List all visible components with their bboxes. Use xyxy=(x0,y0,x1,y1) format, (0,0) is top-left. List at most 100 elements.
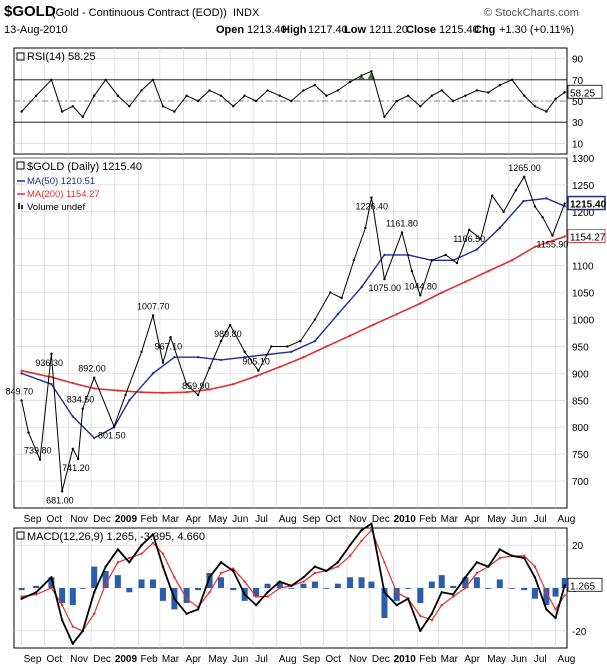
macd-point-25 xyxy=(313,565,317,568)
macd-point-8 xyxy=(116,548,120,551)
macd-signal-point-43 xyxy=(523,554,526,558)
macd-title-text: MACD(12,26,9) 1.265, -3.395, 4.660 xyxy=(27,531,205,543)
macd-signal-point-32 xyxy=(395,591,398,594)
macd-signal-point-7 xyxy=(104,582,107,585)
ma50-point-9 xyxy=(219,358,223,362)
macd-signal-point-22 xyxy=(278,586,282,590)
price-point-3 xyxy=(50,352,53,356)
instrument-name: (Gold - Continuous Contract (EOD)) xyxy=(52,7,227,19)
rsi-point-42 xyxy=(510,78,514,82)
ma200-legend-label: MA(200) 1154.27 xyxy=(27,189,100,200)
x-axis-top-label-9: Jun xyxy=(232,514,248,525)
rsi-point-29 xyxy=(360,74,363,77)
macd-histogram-bar-47 xyxy=(561,578,568,588)
y-tick-label-rsi-1: 30 xyxy=(572,118,584,129)
macd-histogram-bar-39 xyxy=(473,577,480,588)
ohlc-readout: Open 1213.40 High 1217.40 Low 1211.20 Cl… xyxy=(216,24,574,36)
y-tick-label-price-2: 800 xyxy=(572,423,589,434)
price-annotation-14: 1161.80 xyxy=(386,218,418,228)
rsi-point-3 xyxy=(60,110,64,113)
price-annotation-19: 1155.90 xyxy=(536,240,568,250)
price-point-33 xyxy=(410,269,414,273)
price-point-21 xyxy=(257,369,260,372)
macd-point-45 xyxy=(545,608,548,611)
price-point-23 xyxy=(286,345,289,348)
x-axis-bottom-label-2: Nov xyxy=(70,654,88,665)
macd-point-37 xyxy=(451,593,455,596)
y-tick-label-price-5: 950 xyxy=(572,342,589,353)
price-point-34 xyxy=(419,294,422,297)
macd-point-34 xyxy=(419,629,422,633)
macd-point-12 xyxy=(161,565,165,568)
price-legend-swatch xyxy=(16,161,25,170)
macd-signal-point-37 xyxy=(451,595,455,598)
ma50-point-1 xyxy=(50,382,53,386)
price-point-46 xyxy=(551,234,554,237)
price-point-43 xyxy=(523,175,526,179)
rsi-point-32 xyxy=(395,99,398,103)
ma50-point-5 xyxy=(128,399,131,402)
y-tick-label-price-1: 750 xyxy=(572,450,589,461)
price-point-26 xyxy=(329,291,332,294)
close-value: 1215.40 xyxy=(439,24,479,36)
macd-signal-point-18 xyxy=(232,567,235,570)
ma50-point-8 xyxy=(196,356,200,359)
x-axis-bottom-label-3: Dec xyxy=(93,654,111,665)
macd-point-44 xyxy=(533,576,537,579)
macd-point-2 xyxy=(50,576,53,579)
rsi-point-45 xyxy=(545,110,548,113)
macd-point-31 xyxy=(383,591,386,594)
price-point-22 xyxy=(270,345,273,348)
rsi-point-47 xyxy=(563,91,566,94)
macd-point-46 xyxy=(554,616,557,620)
y-tick-label-price-3: 850 xyxy=(572,396,589,407)
chg-value: +1.30 (+0.11%) xyxy=(499,24,574,36)
rsi-point-13 xyxy=(173,110,176,113)
macd-point-28 xyxy=(348,543,352,547)
price-point-37 xyxy=(455,261,459,265)
price-point-15 xyxy=(185,382,188,386)
x-axis-bottom-label-15: Dec xyxy=(372,654,390,665)
rsi-legend-swatch xyxy=(16,52,25,61)
price-point-24 xyxy=(299,339,302,343)
price-point-36 xyxy=(444,253,447,257)
macd-line xyxy=(21,522,566,645)
macd-histogram-bar-41 xyxy=(496,579,503,588)
rsi-point-33 xyxy=(406,94,410,97)
rsi-point-10 xyxy=(140,89,143,92)
rsi-point-7 xyxy=(104,78,107,82)
price-point-0 xyxy=(20,399,23,402)
macd-histogram-bar-7 xyxy=(102,570,109,588)
ma50-point-7 xyxy=(173,356,176,359)
x-axis-bottom-label-18: Mar xyxy=(441,654,459,665)
x-axis-bottom-label-21: Jun xyxy=(511,654,527,665)
macd-point-26 xyxy=(325,569,328,573)
macd-histogram-bar-29 xyxy=(358,577,365,588)
macd-signal-point-2 xyxy=(50,586,53,590)
macd-point-11 xyxy=(151,533,155,536)
rsi-point-31 xyxy=(383,115,386,119)
rsi-point-40 xyxy=(487,91,490,94)
ma200-point-19 xyxy=(464,280,467,284)
price-point-35 xyxy=(430,259,434,262)
macd-point-33 xyxy=(406,597,410,600)
y-tick-label-price-11: 1250 xyxy=(572,181,595,192)
rsi-point-24 xyxy=(302,89,305,92)
ma200-point-6 xyxy=(161,391,165,394)
price-last-value-label-0: 1215.40 xyxy=(570,200,607,211)
price-point-31 xyxy=(383,277,386,281)
price-annotation-7: 801.50 xyxy=(98,430,126,440)
macd-signal-point-12 xyxy=(161,552,165,555)
rsi-point-6 xyxy=(93,94,96,97)
x-axis-top-label-13: Oct xyxy=(325,514,341,525)
macd-signal-point-1 xyxy=(34,593,38,596)
macd-histogram-bar-33 xyxy=(405,588,412,589)
macd-histogram-bar-27 xyxy=(334,583,341,588)
macd-point-9 xyxy=(128,561,131,564)
macd-point-40 xyxy=(487,565,490,568)
ma50-point-3 xyxy=(93,436,96,440)
x-axis-top-label-7: Apr xyxy=(186,514,202,525)
rsi-point-27 xyxy=(336,89,340,92)
macd-histogram-bar-15 xyxy=(195,588,202,591)
rsi-title: RSI(14) 58.25 xyxy=(16,51,95,63)
